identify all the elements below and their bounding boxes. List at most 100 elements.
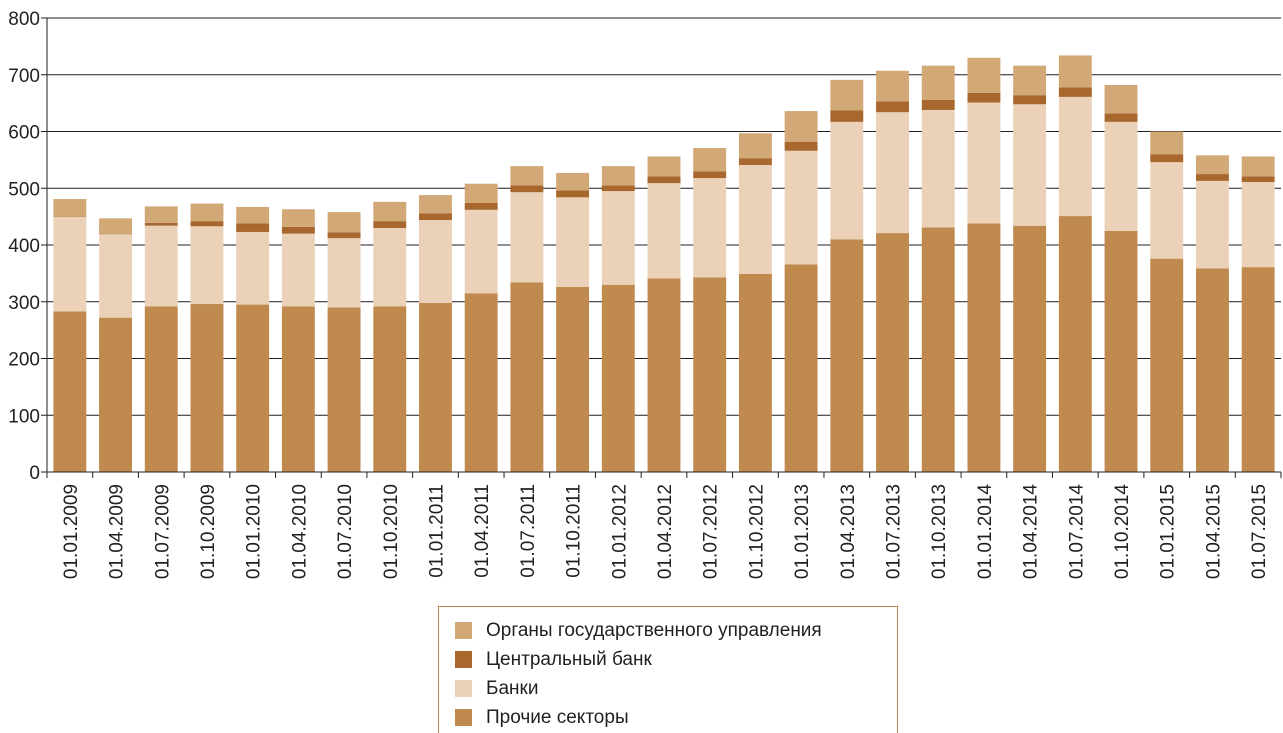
bar-segment [967,102,1001,224]
bar-segment [1104,84,1138,114]
bar-segment [144,306,178,472]
bar-segment [1104,230,1138,472]
bar-segment [99,218,133,234]
bar-segment [830,110,864,122]
bar-segment [464,209,498,294]
legend-swatch-other-sectors [455,709,472,726]
bar-segment [784,111,818,142]
bar-segment [693,171,727,179]
bar-segment [236,304,270,472]
x-tick-label: 01.04.2013 [838,484,859,579]
bar-segment [784,264,818,472]
bar-segment [784,150,818,265]
x-tick-label: 01.10.2009 [198,484,219,579]
bar-segment [53,216,87,312]
x-tick-label: 01.01.2013 [792,484,813,579]
bar-segment [1058,55,1092,88]
bar-segment [601,284,635,472]
bar-segment [510,282,544,472]
x-tick-label: 01.10.2012 [746,484,767,579]
bar-segment [464,203,498,210]
legend-label-central-bank: Центральный банк [486,648,652,670]
bar-segment [190,221,224,227]
bar-segment [647,278,681,472]
bar-segment [510,192,544,283]
x-axis-tick-labels: 01.01.2009 01.04.2009 01.07.2009 01.10.2009… [61,484,1270,580]
y-tick-label: 300 [8,293,40,314]
x-tick-label: 01.04.2014 [1021,484,1042,580]
bar-segment [510,185,544,193]
bar-segment [556,197,590,287]
bar-segment [1013,225,1047,472]
legend-item-central-bank: Центральный банк [455,645,897,674]
bar-segment [53,311,87,472]
bar-segment [373,227,407,307]
bar-segment [921,99,955,110]
bar-segment [99,317,133,472]
y-axis-tick-labels: 0 100 200 300 400 500 600 700 800 [8,9,40,484]
bar-segment [738,133,772,159]
bar-segment [921,65,955,100]
x-tick-label: 01.07.2014 [1066,484,1087,580]
bars [53,55,1275,472]
bar-segment [784,141,818,151]
bar-segment [921,227,955,472]
bar-segment [830,79,864,111]
bar-segment [327,212,361,233]
bar-segment [1195,155,1229,175]
bar-segment [1058,87,1092,97]
x-tick-label: 01.01.2010 [244,484,265,579]
bar-segment [281,233,315,307]
x-tick-label: 01.07.2010 [335,484,356,579]
bar-segment [281,306,315,472]
bar-segment [419,213,452,221]
bar-segment [876,112,909,234]
y-tick-label: 200 [8,350,40,371]
bar-segment [1058,96,1092,217]
bar-segment [738,273,772,472]
bar-segment [876,70,909,102]
bar-segment [967,92,1001,103]
bar-segment [601,185,635,192]
bar-segment [190,304,224,472]
bar-segment [236,231,270,305]
bar-segment [1013,95,1047,105]
bar-segment [373,306,407,472]
bar-segment [236,206,270,224]
bar-segment [647,183,681,279]
bar-segment [99,234,133,318]
bar-segment [236,223,270,232]
x-tick-label: 01.07.2015 [1249,484,1270,579]
bar-segment [647,176,681,184]
bar-segment [1241,182,1275,268]
bar-segment [190,226,224,305]
bar-segment [1013,104,1047,226]
bar-segment [1195,180,1229,269]
bar-segment [1058,216,1092,472]
bar-segment [190,203,224,222]
y-tick-label: 700 [8,66,40,87]
bar-segment [510,166,544,186]
bar-segment [464,183,498,204]
x-tick-label: 01.04.2015 [1203,484,1224,579]
bar-segment [876,233,909,472]
y-tick-label: 500 [8,179,40,200]
bar-segment [327,238,361,308]
bar-segment [967,223,1001,472]
x-tick-label: 01.10.2014 [1112,484,1133,580]
bar-segment [1150,258,1184,472]
bar-segment [281,209,315,227]
bar-segment [556,172,590,191]
bar-segment [556,286,590,472]
y-tick-label: 600 [8,123,40,144]
bar-segment [967,57,1001,93]
bar-segment [53,199,87,217]
bar-segment [144,206,178,223]
x-tick-label: 01.10.2013 [929,484,950,579]
x-tick-label: 01.07.2009 [152,484,173,579]
x-tick-label: 01.01.2015 [1158,484,1179,579]
x-tick-label: 01.07.2012 [701,484,722,579]
bar-segment [1241,156,1275,177]
bar-segment [1241,176,1275,183]
bar-segment [738,164,772,274]
